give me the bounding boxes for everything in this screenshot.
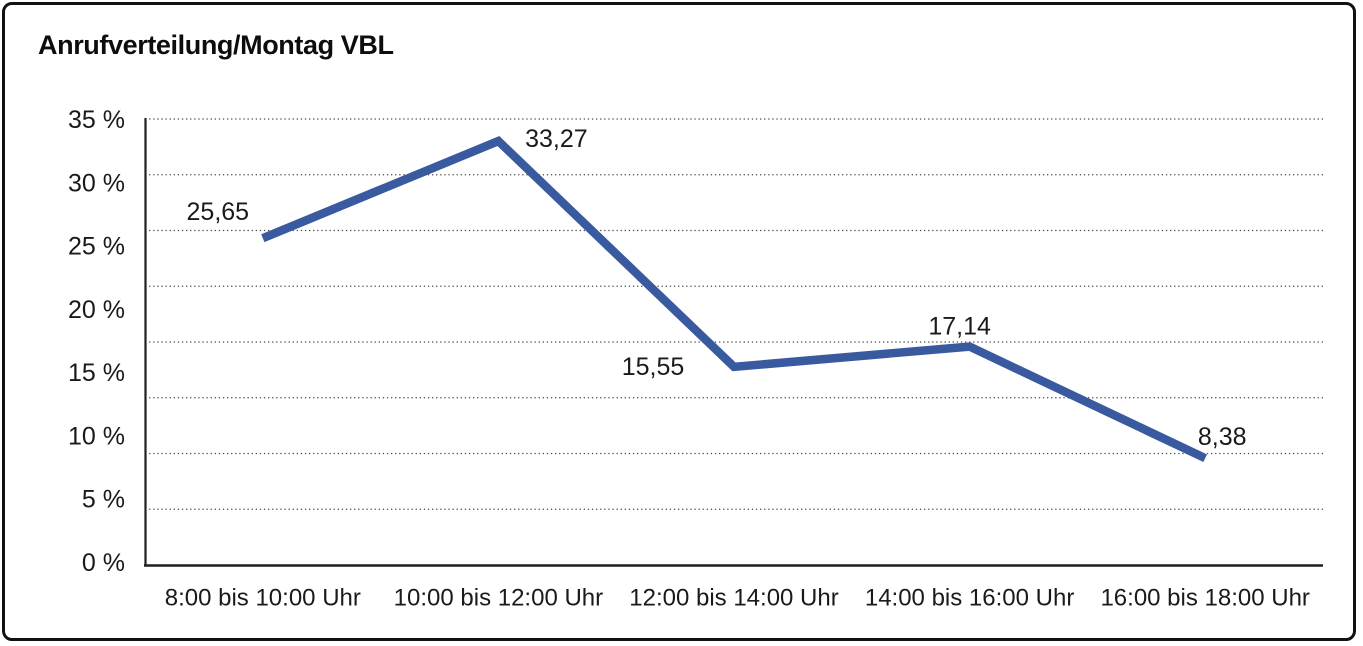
y-tick-label: 0 % — [82, 549, 125, 577]
y-tick-label: 25 % — [68, 233, 125, 261]
x-category-label: 10:00 bis 12:00 Uhr — [394, 585, 603, 612]
chart-title: Anrufverteilung/Montag VBL — [38, 30, 394, 60]
data-point-label: 33,27 — [525, 125, 588, 153]
data-series-line — [261, 136, 1208, 463]
data-point-label: 8,38 — [1198, 423, 1247, 451]
axes — [144, 118, 1323, 567]
data-point-labels: 25,65 33,27 15,55 17,14 8,38 — [187, 125, 1247, 451]
y-axis-labels: 35 % 30 % 25 % 20 % 15 % 10 % 5 % 0 % — [68, 106, 125, 577]
data-point-label: 15,55 — [622, 353, 685, 381]
y-tick-label: 35 % — [68, 106, 125, 134]
series-polyline — [261, 136, 1208, 463]
x-category-label: 14:00 bis 16:00 Uhr — [865, 585, 1074, 612]
y-tick-label: 5 % — [82, 486, 125, 514]
x-axis-labels: 8:00 bis 10:00 Uhr 10:00 bis 12:00 Uhr 12:… — [165, 585, 1310, 612]
x-category-label: 8:00 bis 10:00 Uhr — [165, 585, 361, 612]
y-tick-label: 30 % — [68, 169, 125, 197]
data-point-label: 25,65 — [187, 198, 250, 226]
x-category-label: 16:00 bis 18:00 Uhr — [1100, 585, 1309, 612]
y-tick-label: 20 % — [68, 296, 125, 324]
x-category-label: 12:00 bis 14:00 Uhr — [629, 585, 838, 612]
gridlines — [145, 118, 1323, 510]
y-tick-label: 15 % — [68, 359, 125, 387]
y-tick-label: 10 % — [68, 422, 125, 450]
data-point-label: 17,14 — [928, 313, 991, 341]
